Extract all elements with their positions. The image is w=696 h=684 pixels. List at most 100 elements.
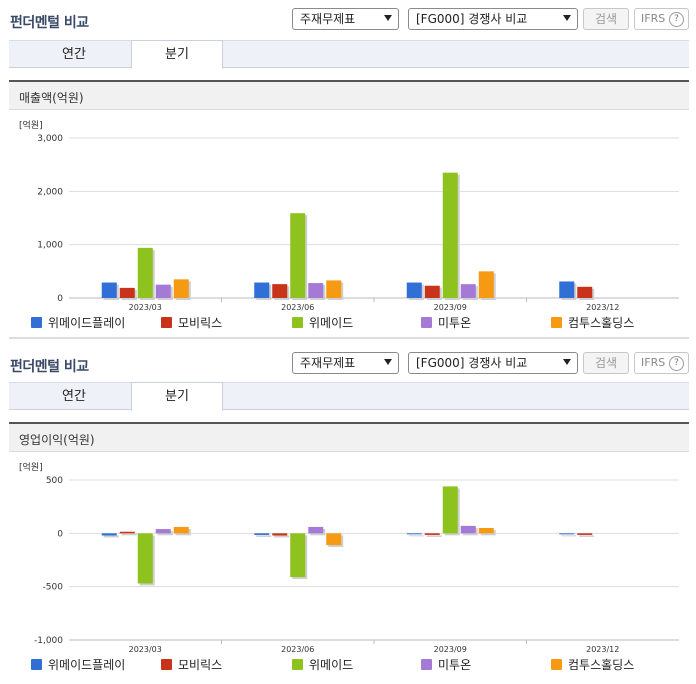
bar — [308, 283, 324, 298]
bar — [272, 284, 288, 298]
x-tick-label: 2023/03 — [129, 303, 162, 312]
bar-shadow — [256, 535, 272, 537]
bar — [155, 529, 171, 534]
bar — [559, 281, 575, 298]
search-button[interactable]: 검색 — [583, 8, 629, 30]
unit-label: [억원] — [19, 121, 43, 131]
legend-item-5[interactable]: 컴투스홀딩스 — [551, 314, 634, 331]
legend-swatch — [421, 659, 432, 670]
chart-header: 영업이익(억원) — [9, 422, 689, 452]
peer-group-value: [FG000] 경쟁사 비교 — [416, 12, 528, 26]
chart-box: 매출액(억원) [억원] 0 1,000 2,000 3,000 2023/03 2023… — [9, 80, 689, 335]
y-tick-label: 1,000 — [37, 241, 63, 251]
chart-legend: 위메이드플레이 모비릭스 위메이드 미투온 컴투스홀딩스 — [31, 656, 671, 672]
statement-type-select[interactable]: 주재무제표 — [292, 352, 399, 374]
bar — [290, 213, 306, 298]
x-tick-label: 2023/12 — [586, 645, 619, 654]
legend-swatch — [161, 659, 172, 670]
y-tick-label: -500 — [43, 583, 64, 593]
period-tabs: 연간 분기 — [9, 40, 689, 69]
legend-item-2[interactable]: 모비릭스 — [161, 656, 222, 673]
statement-type-select[interactable]: 주재무제표 — [292, 8, 399, 30]
x-tick-label: 2023/12 — [586, 303, 619, 312]
page-title: 펀더멘털 비교 — [10, 15, 89, 31]
tab-annual[interactable]: 연간 — [62, 389, 86, 404]
legend-item-5[interactable]: 컴투스홀딩스 — [551, 656, 634, 673]
bar-shadow — [103, 535, 119, 538]
section-divider — [9, 337, 689, 339]
legend-label: 미투온 — [438, 316, 472, 330]
search-button[interactable]: 검색 — [583, 352, 629, 374]
ifrs-label: IFRS — [641, 12, 666, 25]
x-tick-label: 2023/06 — [281, 645, 314, 654]
tab-annual[interactable]: 연간 — [62, 47, 86, 62]
chevron-down-icon — [563, 359, 571, 365]
ifrs-help-button[interactable]: IFRS ? — [634, 352, 689, 374]
y-tick-label: 0 — [57, 294, 63, 304]
legend-label: 모비릭스 — [178, 316, 223, 330]
legend-item-1[interactable]: 위메이드플레이 — [31, 314, 125, 331]
bar — [173, 526, 189, 534]
legend-swatch — [292, 317, 303, 328]
bar — [406, 282, 422, 298]
bar — [290, 533, 306, 578]
bar — [577, 533, 593, 535]
legend-label: 컴투스홀딩스 — [568, 658, 635, 672]
bar — [406, 533, 422, 535]
bar — [326, 280, 342, 298]
legend-label: 컴투스홀딩스 — [568, 316, 635, 330]
unit-label: [억원] — [19, 463, 43, 473]
bar — [137, 247, 153, 298]
page-title: 펀더멘털 비교 — [10, 359, 89, 375]
bar — [119, 287, 135, 298]
y-tick-label: 500 — [46, 476, 63, 486]
bar — [173, 279, 189, 298]
legend-item-3[interactable]: 위메이드 — [292, 314, 353, 331]
chart-title: 매출액(억원) — [19, 91, 84, 105]
bar — [254, 533, 270, 535]
operating-income-chart: -1,000 -500 0 500 2023/03 2023/06 2023/09 2023/… — [34, 476, 679, 654]
bar-shadow — [121, 533, 137, 536]
bar-shadow — [579, 535, 595, 537]
chart-header: 매출액(억원) — [9, 80, 689, 110]
bar — [442, 486, 458, 534]
legend-item-4[interactable]: 미투온 — [421, 314, 471, 331]
bar — [478, 271, 494, 298]
legend-label: 위메이드 — [309, 658, 354, 672]
revenue-chart: 0 1,000 2,000 3,000 2023/03 2023/06 2023/09 202… — [37, 134, 679, 312]
peer-group-select[interactable]: [FG000] 경쟁사 비교 — [408, 352, 578, 374]
question-icon: ? — [669, 12, 684, 27]
statement-type-value: 주재무제표 — [300, 356, 356, 370]
bar — [155, 284, 171, 298]
tab-quarterly[interactable]: 분기 — [131, 40, 223, 69]
statement-type-value: 주재무제표 — [300, 12, 356, 26]
question-icon: ? — [669, 356, 684, 371]
y-tick-label: -1,000 — [34, 636, 63, 646]
bar — [442, 172, 458, 298]
legend-label: 모비릭스 — [178, 658, 223, 672]
legend-item-4[interactable]: 미투온 — [421, 656, 471, 673]
legend-item-1[interactable]: 위메이드플레이 — [31, 656, 125, 673]
chevron-down-icon — [563, 15, 571, 21]
chevron-down-icon — [384, 359, 392, 365]
peer-group-select[interactable]: [FG000] 경쟁사 비교 — [408, 8, 578, 30]
period-tabs: 연간 분기 — [9, 382, 689, 411]
bar-shadow — [274, 535, 290, 538]
bar-shadow — [561, 535, 577, 537]
ifrs-help-button[interactable]: IFRS ? — [634, 8, 689, 30]
legend-item-3[interactable]: 위메이드 — [292, 656, 353, 673]
peer-group-value: [FG000] 경쟁사 비교 — [416, 356, 528, 370]
legend-item-2[interactable]: 모비릭스 — [161, 314, 222, 331]
legend-swatch — [31, 317, 42, 328]
tab-quarterly[interactable]: 분기 — [131, 382, 223, 411]
bar-shadow — [408, 535, 424, 537]
panel-header: 펀더멘털 비교 주재무제표 [FG000] 경쟁사 비교 검색 IFRS ? — [0, 342, 696, 378]
bar — [254, 282, 270, 298]
x-tick-label: 2023/09 — [434, 303, 467, 312]
ifrs-label: IFRS — [641, 356, 666, 369]
chart-box: 영업이익(억원) [억원] -1,000 -500 0 500 2023/03 2023/… — [9, 422, 689, 684]
bar — [424, 285, 440, 298]
legend-label: 위메이드플레이 — [48, 658, 126, 672]
x-tick-label: 2023/03 — [129, 645, 162, 654]
legend-swatch — [161, 317, 172, 328]
